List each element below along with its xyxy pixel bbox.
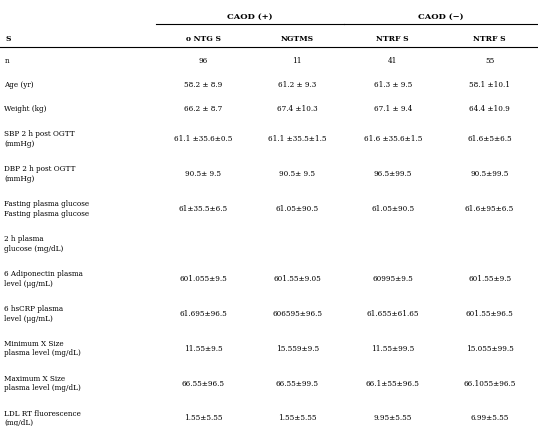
Text: 66.55±99.5: 66.55±99.5: [276, 379, 318, 387]
Text: 601.55±9.5: 601.55±9.5: [468, 274, 511, 282]
Text: 66.2 ± 8.7: 66.2 ± 8.7: [184, 105, 222, 113]
Text: 601.055±9.5: 601.055±9.5: [179, 274, 227, 282]
Text: 55: 55: [485, 57, 494, 65]
Text: 90.5± 9.5: 90.5± 9.5: [185, 170, 221, 178]
Text: 61.1 ±35.6±0.5: 61.1 ±35.6±0.5: [174, 135, 232, 143]
Text: 61.6±5±6.5: 61.6±5±6.5: [468, 135, 512, 143]
Text: 15.559±9.5: 15.559±9.5: [275, 344, 319, 352]
Text: n: n: [4, 57, 9, 65]
Text: 67.1 ± 9.4: 67.1 ± 9.4: [373, 105, 412, 113]
Text: 58.1 ±10.1: 58.1 ±10.1: [469, 81, 510, 89]
Text: 64.4 ±10.9: 64.4 ±10.9: [469, 105, 510, 113]
Text: 90.5±99.5: 90.5±99.5: [470, 170, 509, 178]
Text: 61.695±96.5: 61.695±96.5: [179, 309, 227, 317]
Text: 61.05±90.5: 61.05±90.5: [371, 204, 414, 212]
Text: 606595±96.5: 606595±96.5: [272, 309, 322, 317]
Text: 90.5± 9.5: 90.5± 9.5: [279, 170, 315, 178]
Text: 6 hsCRP plasma
level (μg/mL): 6 hsCRP plasma level (μg/mL): [4, 304, 63, 322]
Text: 67.4 ±10.3: 67.4 ±10.3: [277, 105, 317, 113]
Text: 61.655±61.65: 61.655±61.65: [366, 309, 419, 317]
Text: CAOD (−): CAOD (−): [419, 12, 464, 20]
Text: 61.3 ± 9.5: 61.3 ± 9.5: [373, 81, 412, 89]
Text: Weight (kg): Weight (kg): [4, 105, 47, 113]
Text: DBP 2 h post OGTT
(mmHg): DBP 2 h post OGTT (mmHg): [4, 164, 76, 182]
Text: 66.1±55±96.5: 66.1±55±96.5: [366, 379, 420, 387]
Text: 60995±9.5: 60995±9.5: [372, 274, 413, 282]
Text: Age (yr): Age (yr): [4, 81, 34, 89]
Text: 11.55±99.5: 11.55±99.5: [371, 344, 414, 352]
Text: 61.6 ±35.6±1.5: 61.6 ±35.6±1.5: [364, 135, 422, 143]
Text: 66.55±96.5: 66.55±96.5: [182, 379, 224, 387]
Text: 96: 96: [199, 57, 208, 65]
Text: 15.055±99.5: 15.055±99.5: [466, 344, 513, 352]
Text: 41: 41: [388, 57, 398, 65]
Text: 96.5±99.5: 96.5±99.5: [373, 170, 412, 178]
Text: 61.1 ±35.5±1.5: 61.1 ±35.5±1.5: [268, 135, 327, 143]
Text: 61.6±95±6.5: 61.6±95±6.5: [465, 204, 514, 212]
Text: 11.55±9.5: 11.55±9.5: [184, 344, 222, 352]
Text: 601.55±9.05: 601.55±9.05: [273, 274, 321, 282]
Text: 61±35.5±6.5: 61±35.5±6.5: [179, 204, 228, 212]
Text: NTRF S: NTRF S: [377, 35, 409, 43]
Text: 6 Adiponectin plasma
level (μg/mL): 6 Adiponectin plasma level (μg/mL): [4, 269, 83, 287]
Text: 11: 11: [293, 57, 302, 65]
Text: 1.55±5.55: 1.55±5.55: [278, 414, 316, 421]
Text: 61.05±90.5: 61.05±90.5: [275, 204, 319, 212]
Text: 9.95±5.55: 9.95±5.55: [373, 414, 412, 421]
Text: NGTMS: NGTMS: [281, 35, 314, 43]
Text: Maximum X Size
plasma level (mg/dL): Maximum X Size plasma level (mg/dL): [4, 374, 81, 391]
Text: 1.55±5.55: 1.55±5.55: [184, 414, 222, 421]
Text: CAOD (+): CAOD (+): [228, 12, 273, 20]
Text: S: S: [5, 35, 11, 43]
Text: 66.1055±96.5: 66.1055±96.5: [463, 379, 516, 387]
Text: 61.2 ± 9.3: 61.2 ± 9.3: [278, 81, 316, 89]
Text: 58.2 ± 8.9: 58.2 ± 8.9: [184, 81, 222, 89]
Text: SBP 2 h post OGTT
(mmHg): SBP 2 h post OGTT (mmHg): [4, 130, 75, 147]
Text: 6.99±5.55: 6.99±5.55: [470, 414, 509, 421]
Text: Minimum X Size
plasma level (mg/dL): Minimum X Size plasma level (mg/dL): [4, 339, 81, 357]
Text: 2 h plasma
glucose (mg/dL): 2 h plasma glucose (mg/dL): [4, 234, 63, 252]
Text: o NTG S: o NTG S: [186, 35, 221, 43]
Text: NTRF S: NTRF S: [473, 35, 506, 43]
Text: LDL RT fluorescence
(mg/dL): LDL RT fluorescence (mg/dL): [4, 409, 81, 426]
Text: 601.55±96.5: 601.55±96.5: [466, 309, 513, 317]
Text: Fasting plasma glucose
Fasting plasma glucose: Fasting plasma glucose Fasting plasma gl…: [4, 199, 89, 217]
